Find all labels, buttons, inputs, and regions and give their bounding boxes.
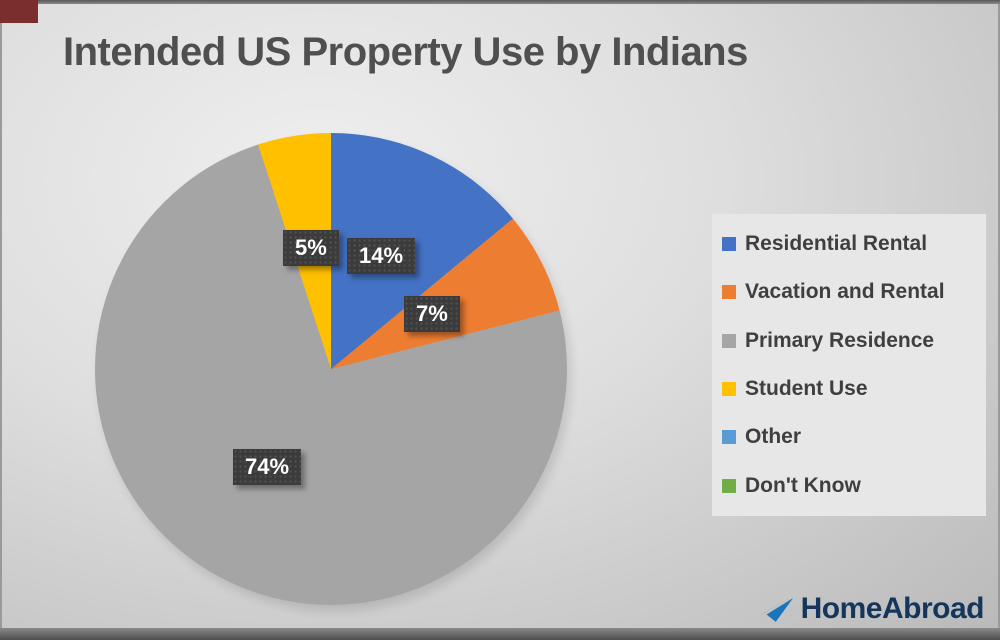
data-label-primary-residence: 74%	[233, 449, 302, 485]
legend-item-student-use: Student Use	[722, 377, 976, 401]
homeabroad-logo: HomeAbroad	[750, 592, 985, 626]
legend-label-student-use: Student Use	[745, 377, 868, 401]
top-frame-edge	[0, 0, 1000, 4]
legend-label-vacation-and-rental: Vacation and Rental	[745, 280, 945, 304]
legend-item-primary-residence: Primary Residence	[722, 329, 976, 353]
logo-text: HomeAbroad	[800, 592, 985, 625]
legend: Residential Rental Vacation and Rental P…	[712, 214, 986, 516]
legend-item-residential-rental: Residential Rental	[722, 232, 976, 256]
data-label-student-use: 5%	[283, 230, 339, 266]
legend-item-dont-know: Don't Know	[722, 474, 976, 498]
corner-accent	[0, 0, 38, 23]
legend-item-vacation-and-rental: Vacation and Rental	[722, 280, 976, 304]
pie-graphic	[95, 133, 567, 605]
legend-label-other: Other	[745, 425, 802, 449]
legend-item-other: Other	[722, 425, 976, 449]
legend-swatch-dont-know	[722, 478, 736, 493]
paper-plane-icon	[750, 596, 793, 622]
chart-title: Intended US Property Use by Indians	[63, 30, 748, 74]
legend-swatch-student-use	[722, 382, 736, 397]
data-label-residential-rental: 14%	[347, 238, 416, 274]
legend-label-dont-know: Don't Know	[745, 473, 861, 497]
data-label-vacation-and-rental: 7%	[404, 296, 460, 332]
legend-swatch-residential-rental	[722, 237, 736, 252]
legend-swatch-other	[722, 430, 736, 445]
legend-label-primary-residence: Primary Residence	[745, 328, 935, 352]
bottom-frame-edge	[0, 628, 1000, 640]
legend-swatch-primary-residence	[722, 333, 736, 348]
legend-label-residential-rental: Residential Rental	[745, 232, 928, 256]
legend-swatch-vacation-and-rental	[722, 285, 736, 300]
